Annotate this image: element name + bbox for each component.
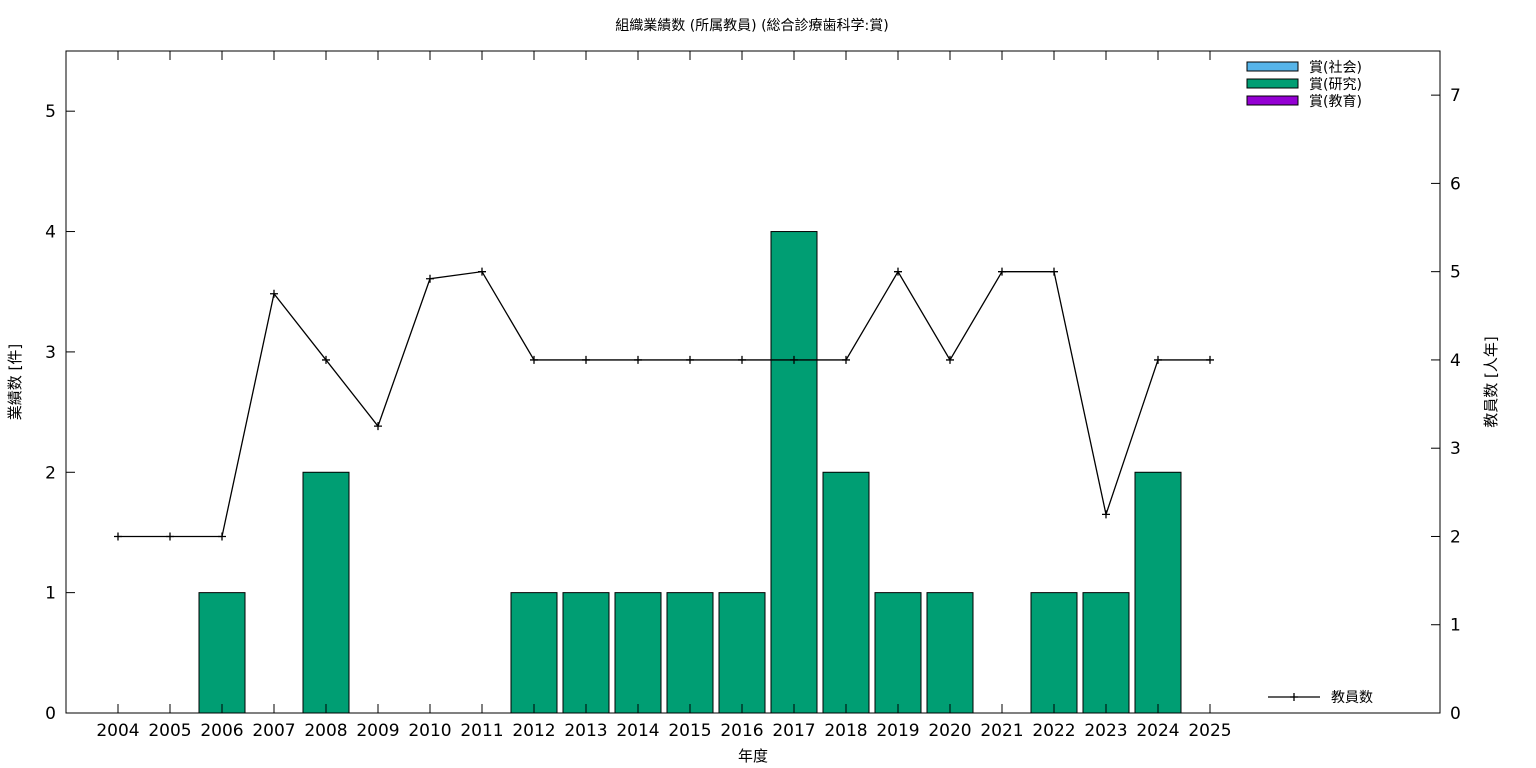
line-point-2016 <box>738 355 746 364</box>
line-point-2008 <box>322 355 330 364</box>
y2-tick-label-6: 6 <box>1450 174 1461 194</box>
y-tick-label-3: 3 <box>45 343 56 363</box>
chart-title: 組織業績数 (所属教員) (総合診療歯科学:賞) <box>615 17 888 34</box>
x-tick-label-2012: 2012 <box>512 721 555 741</box>
y2-tick-label-2: 2 <box>1450 527 1461 547</box>
legend: 賞(社会)賞(研究)賞(教育) 教員数 <box>1246 60 1373 706</box>
bar-2022-series-1 <box>1030 592 1078 714</box>
bar-2020-series-1 <box>926 592 974 714</box>
x-tick-label-2023: 2023 <box>1084 721 1127 741</box>
line-point-2010 <box>426 274 434 283</box>
bar-2012-series-1 <box>510 592 558 714</box>
legend-line-marker <box>1290 693 1298 701</box>
line-point-2014 <box>634 355 642 364</box>
line-point-2009 <box>374 422 382 431</box>
x-tick-label-2015: 2015 <box>668 721 711 741</box>
bar-2017-series-1 <box>770 231 818 714</box>
bar-2015-series-1 <box>666 592 714 714</box>
x-tick-label-2017: 2017 <box>772 721 815 741</box>
y2-tick-label-1: 1 <box>1450 616 1461 636</box>
legend-label-1: 賞(研究) <box>1309 77 1362 93</box>
line-point-2007 <box>270 289 278 298</box>
x-tick-label-2022: 2022 <box>1032 721 1075 741</box>
line-point-2024 <box>1154 355 1162 364</box>
x-tick-label-2019: 2019 <box>876 721 919 741</box>
bar-2013-series-1 <box>562 592 610 714</box>
line-point-2006 <box>218 532 226 541</box>
line-point-2018 <box>842 355 850 364</box>
y-tick-label-0: 0 <box>45 704 56 724</box>
y2-tick-label-4: 4 <box>1450 351 1461 371</box>
x-tick-label-2016: 2016 <box>720 721 763 741</box>
x-tick-label-2005: 2005 <box>148 721 191 741</box>
x-tick-label-2021: 2021 <box>980 721 1023 741</box>
bar-2019-series-1 <box>874 592 922 714</box>
x-tick-label-2013: 2013 <box>564 721 607 741</box>
x-tick-label-2010: 2010 <box>408 721 451 741</box>
x-tick-label-2007: 2007 <box>252 721 295 741</box>
line-layer <box>114 267 1214 541</box>
line-point-2017 <box>790 355 798 364</box>
line-point-2015 <box>686 355 694 364</box>
x-tick-label-2018: 2018 <box>824 721 867 741</box>
bars-layer <box>198 231 1182 714</box>
line-series <box>118 270 1210 538</box>
y2-tick-label-0: 0 <box>1450 704 1461 724</box>
x-tick-label-2009: 2009 <box>356 721 399 741</box>
line-point-2005 <box>166 532 174 541</box>
x-tick-label-2024: 2024 <box>1136 721 1179 741</box>
x-tick-label-2020: 2020 <box>928 721 971 741</box>
line-point-2013 <box>582 355 590 364</box>
legend-swatch-2 <box>1246 95 1299 106</box>
bar-2016-series-1 <box>718 592 766 714</box>
line-point-2019 <box>894 267 902 276</box>
line-point-2025 <box>1206 355 1214 364</box>
legend-label-0: 賞(社会) <box>1309 60 1362 76</box>
bar-2006-series-1 <box>198 592 246 714</box>
y-tick-label-2: 2 <box>45 463 56 483</box>
x-tick-label-2025: 2025 <box>1188 721 1231 741</box>
legend-label-2: 賞(教育) <box>1309 94 1362 110</box>
y2-axis-label: 教員数 [人年] <box>1482 336 1500 427</box>
bar-2014-series-1 <box>614 592 662 714</box>
y2-tick-label-7: 7 <box>1450 86 1461 106</box>
y2-tick-label-5: 5 <box>1450 263 1461 283</box>
line-point-2023 <box>1102 510 1110 519</box>
y-tick-label-5: 5 <box>45 102 56 122</box>
legend-label-line: 教員数 <box>1331 690 1373 706</box>
bar-2024-series-1 <box>1134 471 1182 714</box>
legend-swatch-0 <box>1246 61 1299 72</box>
line-point-2022 <box>1050 267 1058 276</box>
bar-2018-series-1 <box>822 471 870 714</box>
line-point-2020 <box>946 355 954 364</box>
x-tick-label-2004: 2004 <box>96 721 139 741</box>
legend-swatch-1 <box>1246 78 1299 89</box>
bar-2023-series-1 <box>1082 592 1130 714</box>
x-tick-label-2011: 2011 <box>460 721 503 741</box>
line-point-2011 <box>478 267 486 276</box>
plot-frame <box>65 50 1441 714</box>
x-axis-label: 年度 <box>738 747 768 765</box>
x-tick-label-2006: 2006 <box>200 721 243 741</box>
axis-layer: 0 1 2 3 4 5 0 1 2 3 4 5 6 7 2004 2005 2006 2007 2008 2009 20… <box>45 51 1461 741</box>
y-tick-label-4: 4 <box>45 223 56 243</box>
y-tick-label-1: 1 <box>45 584 56 604</box>
x-tick-label-2008: 2008 <box>304 721 347 741</box>
y-axis-label: 業績数 [件] <box>6 344 24 420</box>
x-tick-label-2014: 2014 <box>616 721 659 741</box>
bar-2008-series-1 <box>302 471 350 714</box>
line-point-2021 <box>998 267 1006 276</box>
y2-tick-label-3: 3 <box>1450 439 1461 459</box>
line-point-2012 <box>530 355 538 364</box>
line-point-2004 <box>114 532 122 541</box>
